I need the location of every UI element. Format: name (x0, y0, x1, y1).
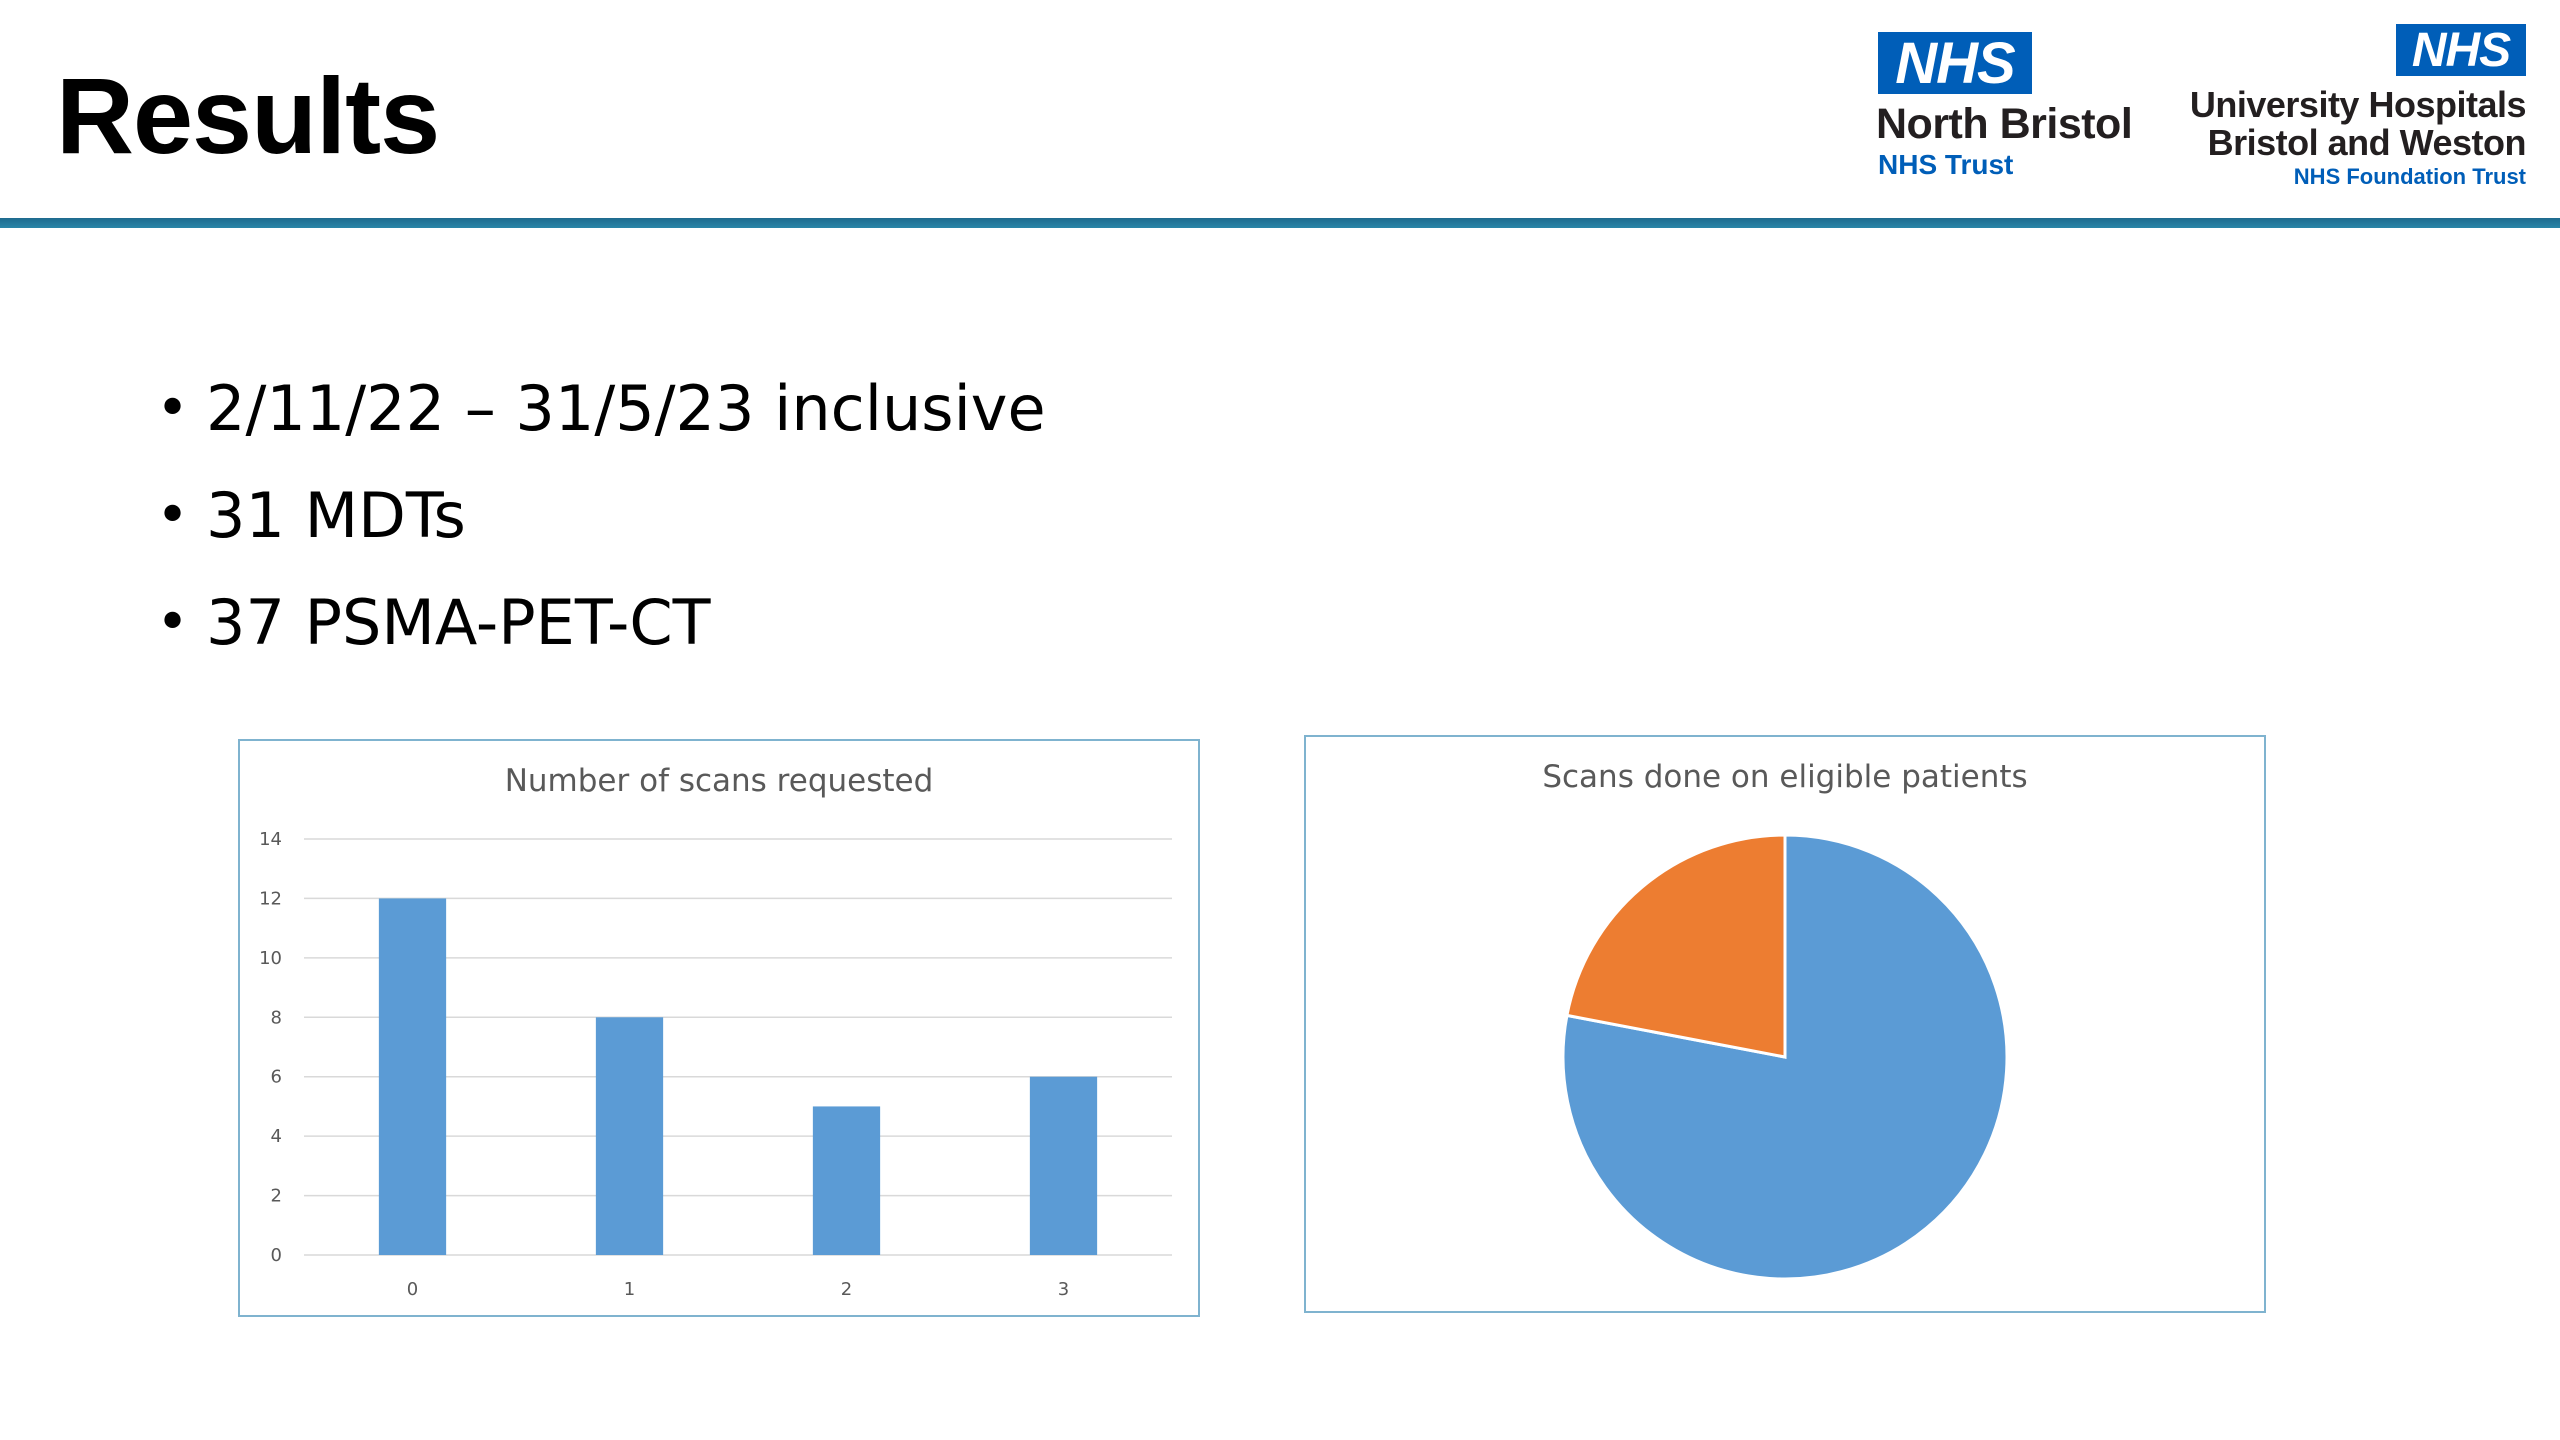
bullet-text: 37 PSMA-PET-CT (206, 586, 711, 659)
y-tick-label: 14 (259, 829, 282, 850)
north-bristol-logo: NHS North Bristol NHS Trust (1876, 30, 2146, 190)
y-tick-label: 0 (271, 1245, 282, 1266)
results-bullet-list: • 2/11/22 – 31/5/23 inclusive • 31 MDTs • 3… (156, 355, 1046, 676)
bullet-text: 31 MDTs (206, 479, 466, 552)
bar-chart-title: Number of scans requested (505, 763, 934, 799)
bullet-dot-icon: • (156, 376, 190, 441)
north-bristol-subtitle: NHS Trust (1878, 149, 2014, 180)
x-tick-label: 0 (407, 1279, 418, 1300)
bullet-text: 2/11/22 – 31/5/23 inclusive (206, 372, 1046, 445)
y-tick-label: 10 (259, 948, 282, 969)
bullet-dot-icon: • (156, 590, 190, 655)
uhbw-subtitle: NHS Foundation Trust (2293, 164, 2526, 189)
bullet-item: • 2/11/22 – 31/5/23 inclusive (156, 355, 1046, 462)
uhbw-name-line1: University Hospitals (2189, 84, 2527, 125)
pie-slice-1 (1565, 833, 1787, 1059)
bar-2 (812, 1106, 881, 1255)
y-tick-label: 6 (271, 1067, 282, 1088)
slide-title: Results (56, 55, 440, 176)
bar-1 (595, 1017, 664, 1255)
pie-chart: Scans done on eligible patients (1542, 759, 2028, 1281)
bar-0 (378, 898, 447, 1255)
bullet-item: • 31 MDTs (156, 462, 1046, 569)
bar-3 (1029, 1076, 1098, 1255)
x-tick-label: 3 (1058, 1279, 1069, 1300)
north-bristol-name: North Bristol (1876, 100, 2133, 148)
bullet-item: • 37 PSMA-PET-CT (156, 569, 1046, 676)
bullet-dot-icon: • (156, 483, 190, 548)
pie-chart-title: Scans done on eligible patients (1542, 759, 2027, 795)
y-tick-label: 12 (259, 888, 282, 909)
x-tick-label: 2 (841, 1279, 852, 1300)
nhs-badge: NHS (2396, 24, 2526, 77)
uhbw-name-line2: Bristol and Weston (2207, 122, 2527, 163)
y-tick-label: 4 (271, 1126, 282, 1147)
y-tick-label: 2 (271, 1186, 282, 1207)
uhbw-logo: NHS University Hospitals Bristol and Wes… (2170, 24, 2527, 194)
header-divider (0, 218, 2560, 228)
y-tick-label: 8 (271, 1007, 282, 1028)
pie-chart-frame: Scans done on eligible patients (1304, 735, 2266, 1313)
x-tick-label: 1 (624, 1279, 635, 1300)
nhs-badge: NHS (1878, 31, 2032, 96)
